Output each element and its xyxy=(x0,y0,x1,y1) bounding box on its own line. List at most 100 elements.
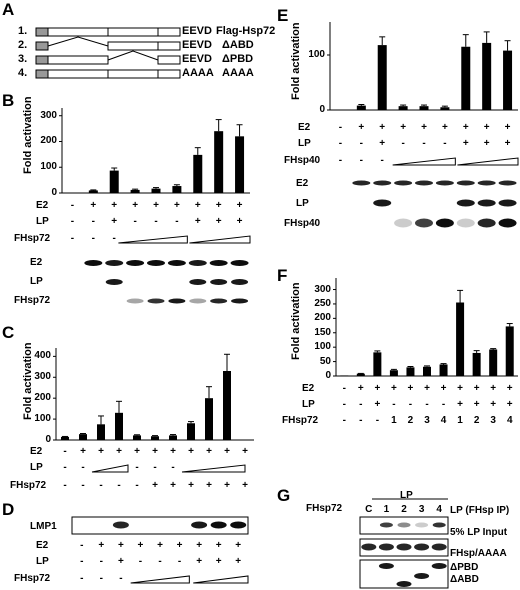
panel-f-letter: F xyxy=(277,266,288,285)
panel-c-lp-wedge xyxy=(91,464,129,473)
panel-b-lp-sign: + xyxy=(111,216,118,227)
panel-f-lp-sign: - xyxy=(441,399,446,410)
panel-d-e2-sign: + xyxy=(176,540,183,551)
panel-c-fhsp-sign: + xyxy=(206,480,212,491)
panel-d-blot-lmp1: LMP1 xyxy=(30,521,57,532)
panel-d-lp-sign: + xyxy=(235,556,242,567)
panel-f-bar xyxy=(472,352,481,376)
panel-e-bar xyxy=(440,107,450,110)
panel-b-row-lp: LP xyxy=(36,216,49,227)
panel-f-row-e2: E2 xyxy=(302,383,315,394)
panel-c-e2-sign: + xyxy=(224,446,230,457)
panel-b-row-fhsp: FHsp72 xyxy=(14,233,51,244)
panel-b-e2-band xyxy=(147,260,165,266)
panel-d-lmp1-band xyxy=(112,521,129,529)
panel-f-fhsp-sign: 3 xyxy=(490,415,496,426)
panel-c-e2-sign: + xyxy=(188,446,194,457)
construct-1-tail: EEVD xyxy=(182,25,212,37)
panel-c-letter: C xyxy=(2,323,15,342)
panel-e-e2-sign: + xyxy=(379,122,386,133)
panel-d-e2-sign: + xyxy=(235,540,242,551)
panel-c-e2-sign: + xyxy=(152,446,158,457)
panel-b-bar xyxy=(109,170,119,193)
panel-f-e2-sign: + xyxy=(440,383,447,394)
panel-f-bar xyxy=(389,370,398,376)
panel-c-fhsp-sign: + xyxy=(170,480,176,491)
panel-c-bar xyxy=(61,436,69,440)
panel-b-e2-sign: + xyxy=(111,200,118,211)
panel-d-fhsp-sign: - xyxy=(80,573,84,584)
panel-b-e2-sign: - xyxy=(70,200,75,211)
panel-e-e2-sign: + xyxy=(462,122,469,133)
panel-c-fhsp-sign: - xyxy=(117,480,121,491)
panel-b-fhsp-band xyxy=(210,298,228,304)
panel-f-bar xyxy=(489,349,498,376)
panel-b-lp-band xyxy=(105,279,123,285)
panel-c-lp-wedge xyxy=(181,464,246,473)
panel-b-bar xyxy=(151,188,161,193)
panel-g-fhsp-blot-frame xyxy=(359,559,449,589)
panel-e-e2-band xyxy=(415,180,433,186)
panel-e-lp-band xyxy=(498,199,517,207)
panel-d-e2-sign: + xyxy=(137,540,144,551)
panel-b-bar xyxy=(88,190,98,193)
panel-f-bar xyxy=(356,373,365,376)
panel-b-ytick-label: 200 xyxy=(40,135,57,147)
panel-g-fhsp-band xyxy=(378,563,394,569)
panel-e-bar xyxy=(482,42,492,110)
panel-f-bar xyxy=(505,326,514,376)
panel-c-bar xyxy=(115,412,123,440)
panel-f-ytick-label: 200 xyxy=(314,312,331,324)
panel-f-bar xyxy=(373,352,382,376)
panel-f-fhsp-sign: - xyxy=(359,415,363,426)
panel-c-ytick-label: 200 xyxy=(34,392,51,404)
panel-b-lp-sign: - xyxy=(133,216,137,227)
panel-f-ytick-label: 150 xyxy=(314,326,331,338)
panel-b-e2-sign: + xyxy=(90,200,97,211)
panel-e-e2-sign: + xyxy=(400,122,407,133)
panel-c-e2-sign: + xyxy=(206,446,212,457)
panel-d-e2-sign: + xyxy=(117,540,124,551)
panel-c-e2-sign: - xyxy=(63,446,67,457)
panel-c-bar xyxy=(79,434,87,440)
panel-e-lp-sign: - xyxy=(422,138,426,149)
panel-c-fhsp-sign: + xyxy=(188,480,194,491)
panel-e-fhsp-band xyxy=(415,218,433,228)
panel-b-row-e2: E2 xyxy=(36,200,49,211)
panel-c-row-lp: LP xyxy=(30,462,43,473)
panel-e-e2-sign: + xyxy=(421,122,427,133)
panel-e-fhsp-band xyxy=(498,218,517,228)
panel-d-letter: D xyxy=(2,500,15,519)
panel-b-fhsp-sign: - xyxy=(70,233,75,244)
panel-c-bar xyxy=(223,371,231,440)
construct-1-index: 1. xyxy=(18,25,28,37)
panel-b-ylabel: Fold activation xyxy=(22,96,34,174)
panel-e-lp-sign: - xyxy=(359,138,363,149)
construct-2-label: ΔABD xyxy=(222,39,254,51)
panel-f-fhsp-sign: 1 xyxy=(457,415,463,426)
panel-c-fhsp-sign: - xyxy=(135,480,139,491)
panel-c-e2-sign: + xyxy=(134,446,140,457)
panel-d-lmp1-blot-frame xyxy=(71,516,249,535)
panel-e-fhsp-sign: - xyxy=(338,155,343,166)
panel-e-e2-band xyxy=(352,180,371,186)
panel-c-lp-sign: - xyxy=(153,462,157,473)
panel-f-lp-sign: + xyxy=(473,399,480,410)
panel-c-lp-sign: - xyxy=(63,462,67,473)
panel-g-input-band xyxy=(431,543,447,551)
panel-d-row-fhsp: FHsp72 xyxy=(14,573,51,584)
panel-b-fhsp-sign: - xyxy=(91,233,95,244)
panel-f-ytick-label: 50 xyxy=(319,355,331,367)
panel-b-lp-sign: + xyxy=(194,216,201,227)
construct-1-label: Flag-Hsp72 xyxy=(216,25,276,37)
construct-4-index: 4. xyxy=(18,67,28,79)
panel-c-fhsp-sign: - xyxy=(63,480,67,491)
panel-g-blot-input: 5% LP Input xyxy=(450,527,508,538)
panel-f-bar xyxy=(340,375,349,376)
panel-e-lp-sign: - xyxy=(338,138,343,149)
panel-g-letter: G xyxy=(277,486,291,505)
panel-g-input-band xyxy=(414,543,430,551)
panel-b-lp-sign: - xyxy=(175,216,179,227)
panel-e-blot-e2: E2 xyxy=(296,178,309,189)
panel-d-lp-sign: + xyxy=(117,556,124,567)
